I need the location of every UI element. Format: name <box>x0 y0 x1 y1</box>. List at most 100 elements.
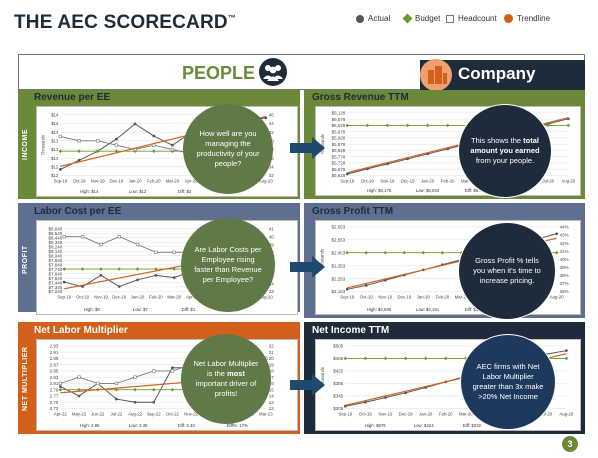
y-tick-label: $425 <box>333 369 344 374</box>
y-tick-label: $5,778 <box>332 154 346 159</box>
page-number: 3 <box>562 436 578 452</box>
budget-point <box>554 250 559 255</box>
x-tick-label: Jun-22 <box>91 411 105 416</box>
budget-point <box>383 356 388 361</box>
y2-tick-label: 36% <box>560 289 569 294</box>
y2-tick-label: 15 <box>269 387 275 392</box>
y2-tick-label: 14 <box>269 394 275 399</box>
headcount-point <box>80 234 85 239</box>
y2-tick-label: 38% <box>560 273 569 278</box>
x-tick-label: Feb-20 <box>149 294 163 299</box>
x-tick-label: Aug-20 <box>561 178 575 183</box>
budget-point <box>151 387 156 392</box>
actual-point <box>171 143 174 147</box>
stat-label: Low: $424 <box>414 423 434 428</box>
stat-label: Diff: $439 <box>465 307 484 312</box>
x-tick-label: Jul-20 <box>542 178 554 183</box>
x-tick-label: Sep-19 <box>338 411 352 416</box>
x-tick-label: Jan-20 <box>421 178 435 183</box>
budget-point <box>133 387 137 392</box>
headcount-point <box>58 134 63 139</box>
stat-label: High: $8 <box>84 307 101 312</box>
budget-point <box>365 123 370 128</box>
budget-point <box>170 387 175 392</box>
actual-point <box>77 394 81 398</box>
actual-point <box>117 285 121 288</box>
y-tick-label: 2.83 <box>50 375 59 380</box>
actual-point <box>154 274 158 277</box>
multiplier-bubble: Net Labor Multiplier is the most importa… <box>181 334 271 424</box>
y-tick-label: $305 <box>333 406 344 411</box>
x-tick-label: Sep-19 <box>340 294 354 299</box>
headcount-point <box>96 139 100 143</box>
x-tick-label: Sep-19 <box>53 178 67 183</box>
stat-label: High: 2.86 <box>80 423 100 428</box>
y-tick-label: 2.81 <box>50 381 59 386</box>
y2-tick-label: 21 <box>269 350 275 355</box>
x-tick-label: Mar-20 <box>459 411 473 416</box>
y-tick-label: $6,028 <box>332 123 346 128</box>
headcount-point <box>99 242 103 247</box>
y-tick-label: $2,453 <box>331 250 345 255</box>
y-tick-label: $465 <box>333 356 344 361</box>
gross-revenue-title: Gross Revenue TTM <box>312 92 409 103</box>
x-tick-label: Sep-22 <box>147 411 161 416</box>
y-tick-label: $8,340 <box>48 240 62 245</box>
y-tick-label: $14 <box>51 113 59 118</box>
actual-point <box>77 158 81 162</box>
budget-point <box>58 387 63 392</box>
x-tick-label: Mar-23 <box>259 411 273 416</box>
stat-label: High: $2,696 <box>367 307 392 312</box>
x-tick-label: Feb-20 <box>436 294 450 299</box>
headcount-point <box>58 381 63 386</box>
actual-point <box>99 274 103 277</box>
y-tick-label: $6,078 <box>332 117 346 122</box>
y-tick-label: $7,840 <box>48 262 62 267</box>
x-tick-label: Dec-19 <box>401 178 415 183</box>
actual-point <box>345 287 349 291</box>
y2-tick-label: 18 <box>269 369 275 374</box>
actual-point <box>62 280 66 284</box>
y2-tick-label: 42% <box>560 241 569 246</box>
trendline-marker-icon <box>504 14 513 23</box>
stat-label: High: $14 <box>80 189 99 194</box>
y-tick-label: 2.77 <box>50 394 59 399</box>
y-tick-label: $8,440 <box>48 236 62 241</box>
budget-point <box>117 267 122 271</box>
y-tick-label: $14 <box>51 121 59 126</box>
budget-point <box>99 267 103 271</box>
y-tick-label: $13 <box>51 139 59 144</box>
actual-point <box>404 391 407 395</box>
y-tick-label: 2.87 <box>50 362 59 367</box>
actual-point <box>59 385 62 388</box>
actual-point <box>115 397 118 401</box>
labor-question-bubble: Are Labor Costs per Employee rising fast… <box>181 218 275 312</box>
x-tick-label: Jan-20 <box>129 178 143 183</box>
x-tick-label: Apr-22 <box>54 411 68 416</box>
y2-tick-label: 40 <box>269 234 275 239</box>
y-axis-label: Thousands <box>320 249 325 269</box>
x-tick-label: Dec-19 <box>399 411 413 416</box>
y-tick-label: 2.73 <box>50 406 59 411</box>
stat-label: Low: $2,151 <box>416 307 440 312</box>
actual-point <box>264 116 268 120</box>
y-tick-label: $8,640 <box>48 227 62 232</box>
row-divider <box>18 318 585 322</box>
stat-label: Diff: $232 <box>463 423 482 428</box>
labor-cost-title: Labor Cost per EE <box>34 206 122 217</box>
actual-point <box>565 349 568 352</box>
multiplier-side-label: NET MULTIPLIER <box>22 346 29 412</box>
headcount-point <box>154 250 158 254</box>
x-tick-label: Sep-19 <box>340 178 354 183</box>
y-tick-label: $2,153 <box>331 289 345 294</box>
x-tick-label: Oct-19 <box>359 411 373 416</box>
legend-headcount: Headcount <box>446 14 497 23</box>
y2-tick-label: 33 <box>269 289 275 294</box>
x-tick-label: Nov-19 <box>379 411 393 416</box>
y-tick-label: 2.91 <box>50 350 59 355</box>
y-tick-label: $12 <box>51 173 59 178</box>
y2-tick-label: 17 <box>269 375 275 380</box>
y-tick-label: $345 <box>333 394 344 399</box>
y2-tick-label: 32 <box>269 173 274 178</box>
x-tick-label: Nov-19 <box>94 294 108 299</box>
